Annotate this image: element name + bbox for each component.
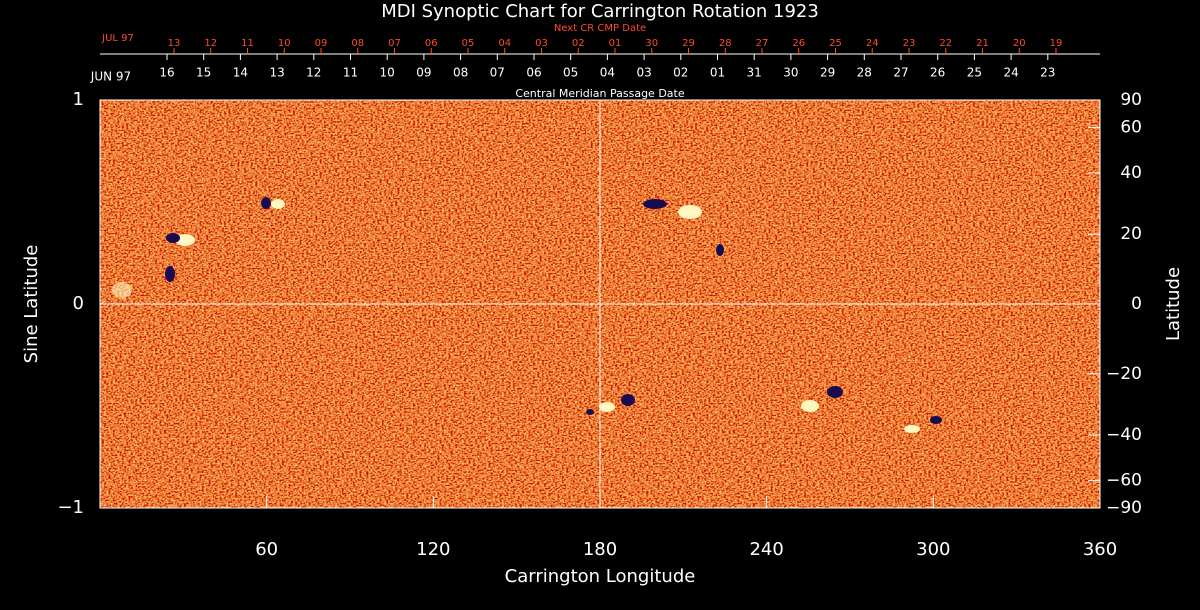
date-label: 29: [820, 66, 835, 80]
date-label: 23: [1040, 66, 1055, 80]
y2-tick-label: 90: [1120, 90, 1142, 110]
next-date-label: 19: [1050, 38, 1063, 49]
next-date-label: 10: [278, 38, 291, 49]
date-label: 13: [269, 66, 284, 80]
next-date-label: 27: [756, 38, 769, 49]
next-date-label: 08: [351, 38, 364, 49]
y-tick-label: −1: [57, 497, 84, 518]
next-date-label: 05: [462, 38, 475, 49]
next-date-label: 30: [645, 38, 658, 49]
next-date-label: 13: [168, 38, 181, 49]
date-label: 27: [893, 66, 908, 80]
next-date-label: 22: [939, 38, 952, 49]
next-date-label: 01: [609, 38, 622, 49]
next-date-label: 07: [388, 38, 401, 49]
y2-tick-label: −20: [1106, 364, 1142, 384]
date-label: 24: [1003, 66, 1018, 80]
x-tick-label: 360: [1083, 539, 1117, 560]
y2-axis-label: Latitude: [1163, 267, 1184, 341]
y2-tick-label: 20: [1120, 224, 1142, 244]
next-date-label: 04: [498, 38, 511, 49]
x-tick-label: 60: [255, 539, 278, 560]
next-date-label: 29: [682, 38, 695, 49]
date-label: 26: [930, 66, 945, 80]
y2-tick-label: −60: [1106, 471, 1142, 491]
next-date-label: 03: [535, 38, 548, 49]
date-label: 05: [563, 66, 578, 80]
date-label: 12: [306, 66, 321, 80]
next-date-label: 12: [204, 38, 217, 49]
next-date-label: 26: [792, 38, 805, 49]
x-tick-label: 240: [749, 539, 783, 560]
date-label: 16: [159, 66, 174, 80]
y-axis-label: Sine Latitude: [21, 245, 42, 364]
date-label: 09: [416, 66, 431, 80]
y2-tick-label: 60: [1120, 117, 1142, 137]
date-label: 15: [196, 66, 211, 80]
top-axis-month: JUN 97: [90, 70, 131, 84]
x-tick-label: 180: [583, 539, 617, 560]
y-tick-label: 0: [73, 293, 84, 314]
date-label: 14: [233, 66, 248, 80]
date-label: 11: [343, 66, 358, 80]
next-axis-label: Next CR CMP Date: [554, 23, 646, 34]
next-date-label: 20: [1013, 38, 1026, 49]
next-date-label: 23: [903, 38, 916, 49]
next-date-label: 28: [719, 38, 732, 49]
next-date-label: 24: [866, 38, 879, 49]
next-date-label: 06: [425, 38, 438, 49]
date-label: 04: [600, 66, 615, 80]
date-label: 31: [747, 66, 762, 80]
date-label: 10: [380, 66, 395, 80]
date-label: 08: [453, 66, 468, 80]
x-axis-label: Carrington Longitude: [505, 566, 696, 587]
next-date-label: 02: [572, 38, 585, 49]
chart-title: MDI Synoptic Chart for Carrington Rotati…: [381, 1, 819, 22]
y2-tick-label: 40: [1120, 163, 1142, 183]
next-date-label: 21: [976, 38, 989, 49]
date-label: 30: [783, 66, 798, 80]
y2-tick-label: 0: [1131, 294, 1142, 314]
y2-tick-label: −40: [1106, 425, 1142, 445]
y-tick-label: 1: [73, 89, 84, 110]
y2-tick-label: −90: [1106, 498, 1142, 518]
date-label: 28: [857, 66, 872, 80]
date-label: 25: [967, 66, 982, 80]
date-label: 01: [710, 66, 725, 80]
date-label: 03: [636, 66, 651, 80]
date-label: 02: [673, 66, 688, 80]
date-label: 07: [490, 66, 505, 80]
next-date-label: 25: [829, 38, 842, 49]
date-label: 06: [526, 66, 541, 80]
next-axis-month: JUL 97: [101, 33, 134, 44]
next-date-label: 11: [241, 38, 254, 49]
next-date-label: 09: [315, 38, 328, 49]
x-tick-label: 120: [416, 539, 450, 560]
x-tick-label: 300: [916, 539, 950, 560]
top-axis-label: Central Meridian Passage Date: [515, 87, 684, 100]
